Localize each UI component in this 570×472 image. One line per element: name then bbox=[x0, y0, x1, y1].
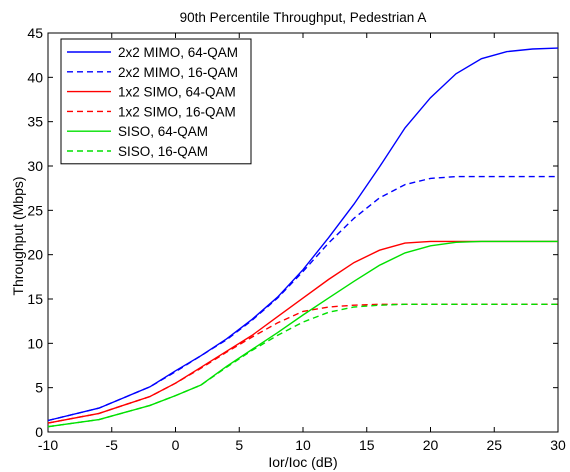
x-tick-label: -10 bbox=[38, 437, 58, 453]
x-tick-label: 10 bbox=[295, 437, 311, 453]
y-tick-label: 5 bbox=[35, 380, 43, 396]
legend-label-4: SISO, 64-QAM bbox=[118, 124, 208, 139]
x-axis: -10 -5 0 5 10 15 20 25 30 bbox=[38, 33, 566, 453]
series-line-3 bbox=[47, 303, 558, 424]
legend-box bbox=[60, 38, 252, 165]
x-tick-label: 15 bbox=[359, 437, 375, 453]
chart-title: 90th Percentile Throughput, Pedestrian A bbox=[180, 10, 427, 25]
x-tick-label: 30 bbox=[550, 437, 566, 453]
x-axis-label: Ior/Ioc (dB) bbox=[268, 454, 337, 470]
series-line-5 bbox=[47, 303, 558, 428]
legend-label-0: 2x2 MIMO, 64-QAM bbox=[118, 45, 238, 60]
x-tick-label: 5 bbox=[235, 437, 243, 453]
y-tick-label: 45 bbox=[27, 25, 43, 41]
series-lines bbox=[47, 47, 559, 428]
x-tick-label: 25 bbox=[486, 437, 502, 453]
y-tick-label: 20 bbox=[27, 247, 43, 263]
x-tick-label: 0 bbox=[172, 437, 180, 453]
y-tick-label: 15 bbox=[27, 291, 43, 307]
y-tick-label: 30 bbox=[27, 158, 43, 174]
y-tick-label: 25 bbox=[27, 202, 43, 218]
y-tick-label: 0 bbox=[35, 424, 43, 440]
legend: 2x2 MIMO, 64-QAM 2x2 MIMO, 16-QAM 1x2 SIMO… bbox=[60, 38, 252, 165]
y-axis: 0 5 10 15 20 25 30 35 40 45 bbox=[27, 25, 558, 440]
series-line-0 bbox=[47, 47, 559, 422]
legend-label-3: 1x2 SIMO, 16-QAM bbox=[118, 104, 236, 119]
y-tick-label: 35 bbox=[27, 114, 43, 130]
series-line-1 bbox=[47, 175, 558, 422]
y-tick-label: 40 bbox=[27, 69, 43, 85]
y-axis-label: Throughput (Mbps) bbox=[10, 176, 26, 295]
legend-label-2: 1x2 SIMO, 64-QAM bbox=[118, 85, 236, 100]
legend-label-1: 2x2 MIMO, 16-QAM bbox=[118, 65, 238, 80]
x-tick-label: 20 bbox=[423, 437, 439, 453]
x-tick-label: -5 bbox=[106, 437, 119, 453]
legend-label-5: SISO, 16-QAM bbox=[118, 144, 208, 159]
y-tick-label: 10 bbox=[27, 335, 43, 351]
